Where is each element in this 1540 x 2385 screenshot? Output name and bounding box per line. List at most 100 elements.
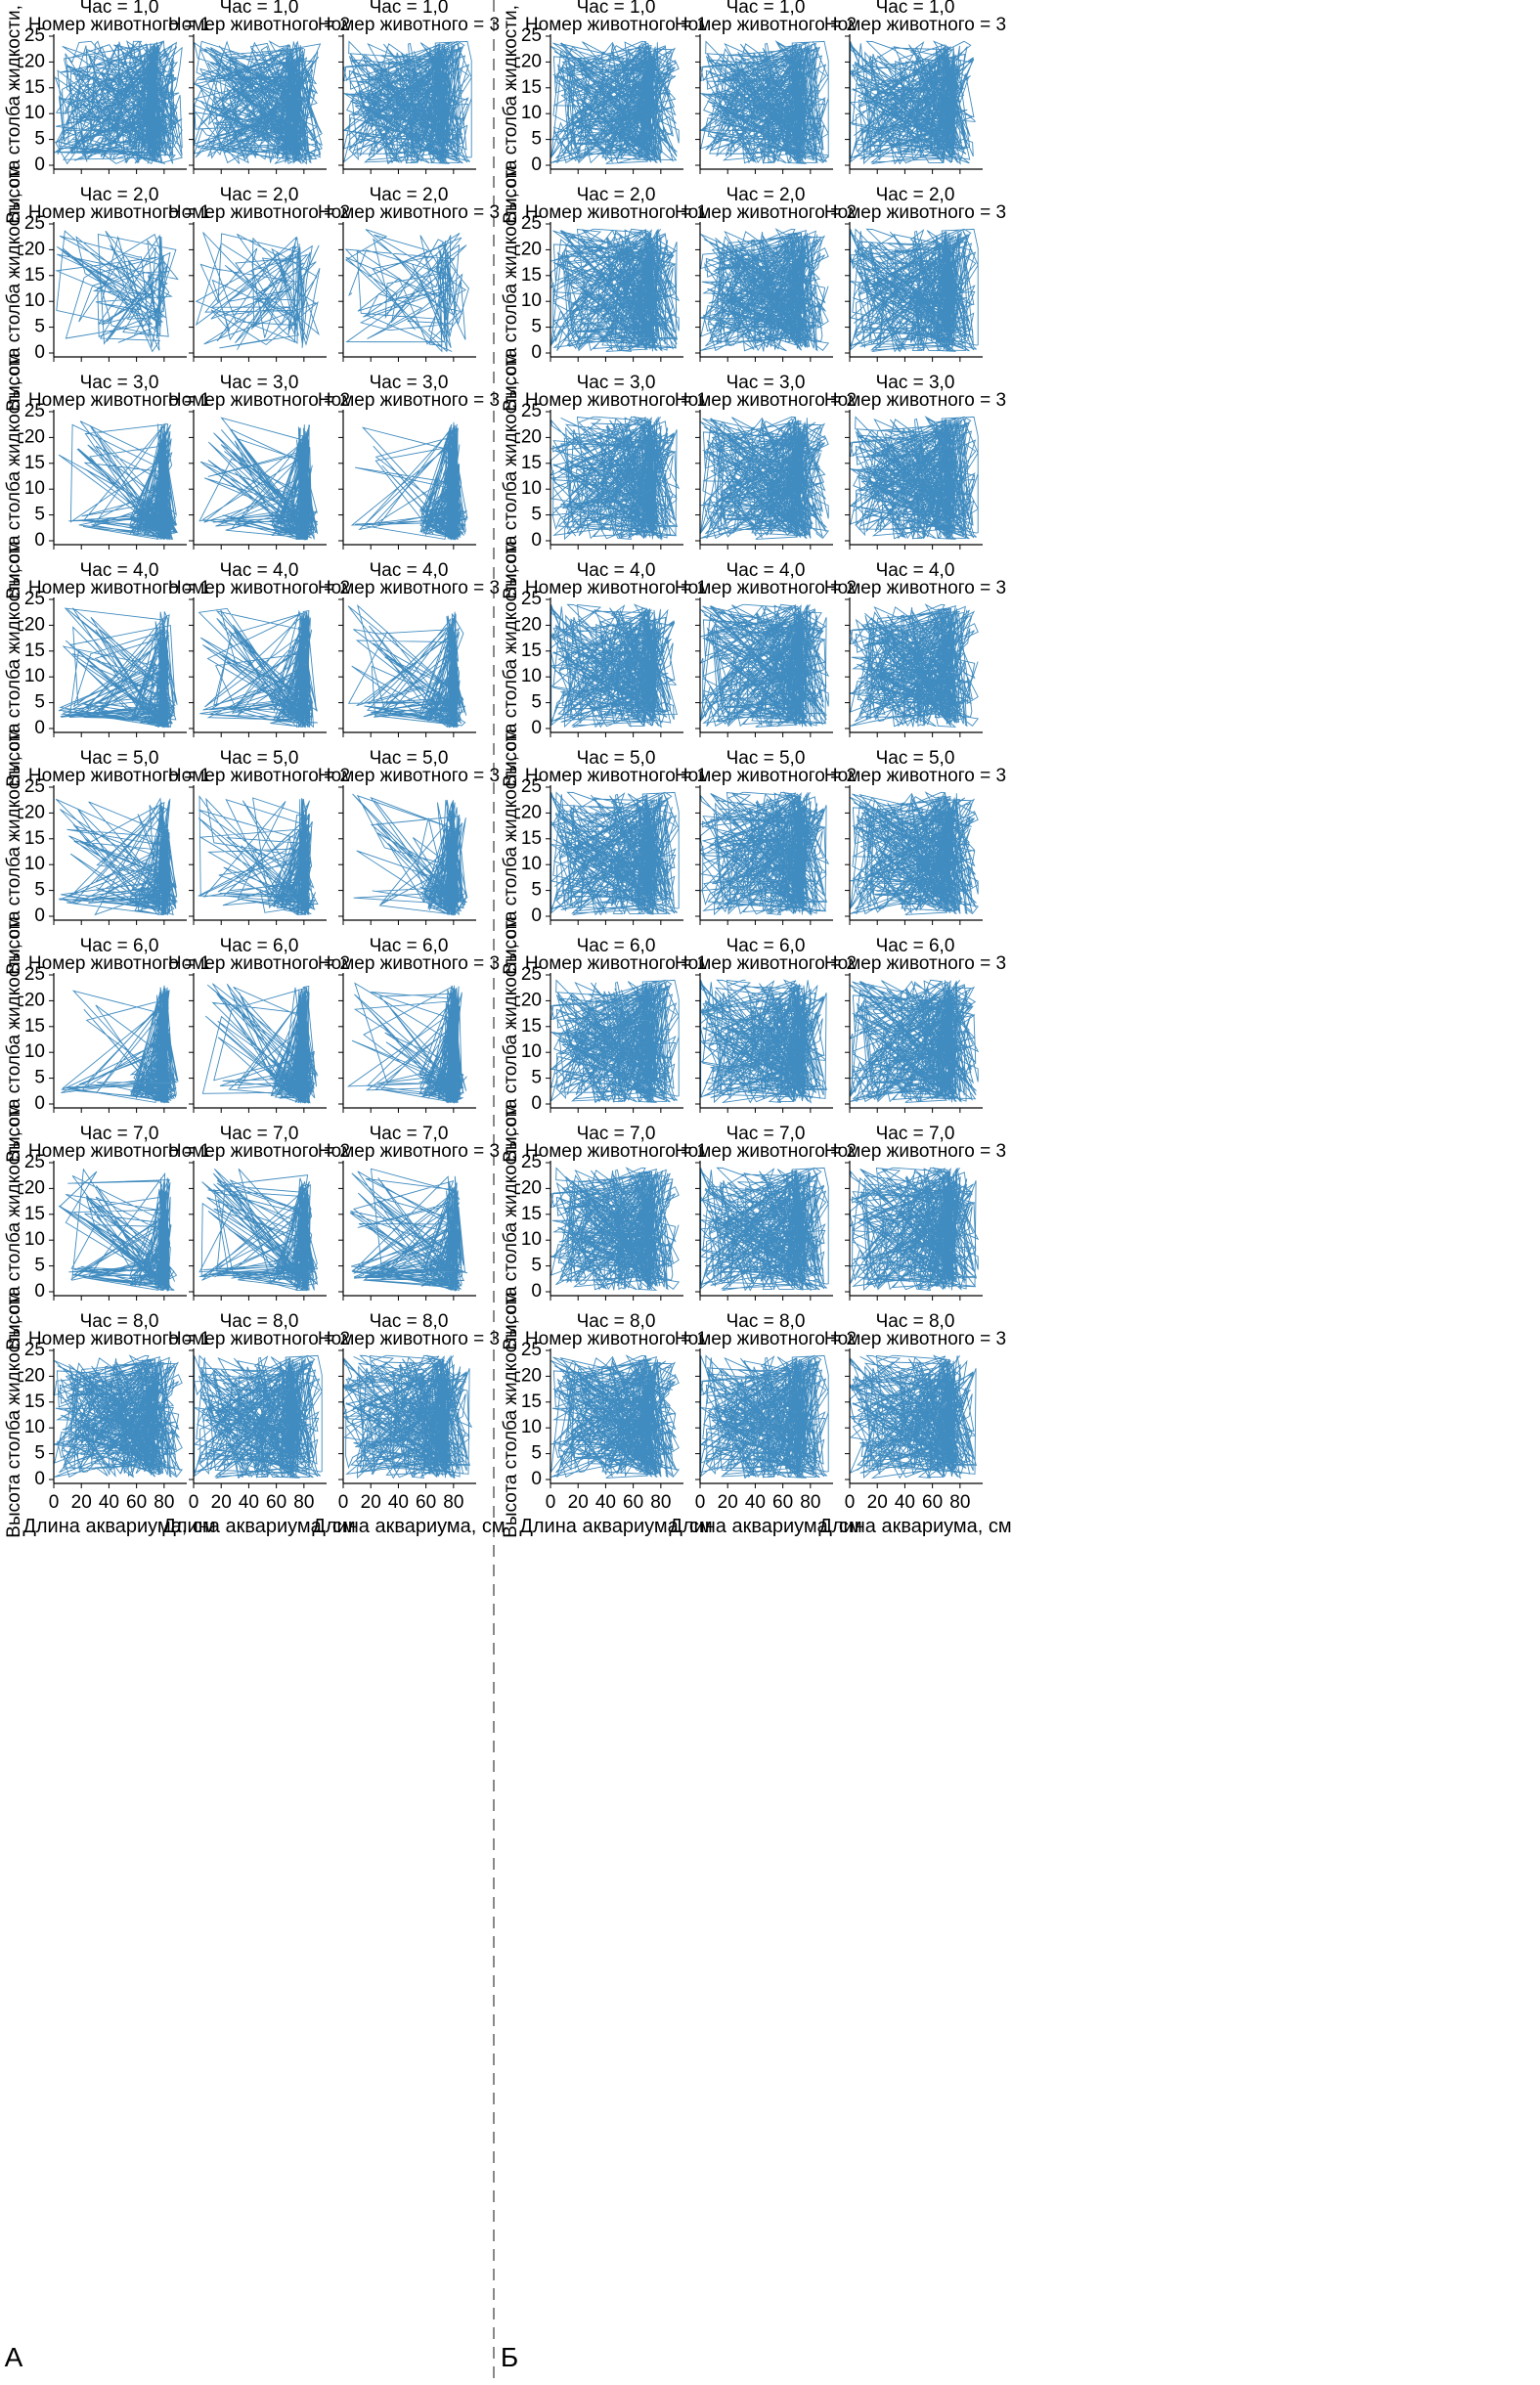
y-tick-label: 10 bbox=[521, 1417, 542, 1437]
subplot-animal-title: Номер животного = 1 bbox=[525, 390, 707, 411]
y-tick-label: 5 bbox=[34, 505, 45, 525]
subplot-animal-title: Номер животного = 3 bbox=[824, 202, 1006, 223]
subplot-hour-title: Час = 2,0 bbox=[220, 185, 299, 205]
x-tick-label: 0 bbox=[189, 1492, 199, 1513]
y-tick-label: 15 bbox=[521, 77, 542, 98]
x-tick-label: 0 bbox=[338, 1492, 349, 1513]
trajectory-line bbox=[201, 983, 319, 1104]
subplot-animal-title: Номер животного = 2 bbox=[168, 953, 350, 974]
y-tick-label: 25 bbox=[24, 1340, 45, 1360]
y-tick-label: 10 bbox=[521, 478, 542, 499]
subplot-hour-title: Час = 8,0 bbox=[876, 1311, 955, 1332]
y-tick-label: 25 bbox=[521, 776, 542, 797]
y-tick-label: 20 bbox=[24, 614, 45, 635]
subplot-hour-title: Час = 5,0 bbox=[370, 748, 449, 769]
subplot-hour-title: Час = 1,0 bbox=[370, 0, 449, 18]
x-tick-label: 80 bbox=[949, 1492, 970, 1513]
y-tick-label: 5 bbox=[34, 880, 45, 901]
trajectory-line bbox=[55, 797, 178, 916]
trajectory-line bbox=[550, 791, 680, 916]
y-tick-label: 5 bbox=[531, 317, 542, 337]
y-tick-label: 15 bbox=[521, 453, 542, 473]
y-tick-label: 0 bbox=[34, 1093, 45, 1114]
subplot-animal-title: Номер животного = 2 bbox=[168, 1141, 350, 1162]
trajectory-line bbox=[700, 791, 830, 916]
subplot-animal-title: Номер животного = 2 bbox=[168, 15, 350, 35]
x-tick-label: 20 bbox=[867, 1492, 888, 1513]
x-tick-label: 0 bbox=[845, 1492, 856, 1513]
x-tick-label: 80 bbox=[800, 1492, 820, 1513]
y-tick-label: 5 bbox=[34, 317, 45, 337]
trajectory-line bbox=[198, 417, 319, 541]
trajectory-line bbox=[700, 228, 830, 352]
trajectory-line bbox=[700, 416, 830, 540]
trajectory-line bbox=[850, 40, 976, 165]
trajectory-line bbox=[850, 1354, 977, 1480]
y-tick-label: 25 bbox=[24, 25, 45, 46]
subplot-animal-title: Номер животного = 3 bbox=[318, 1141, 500, 1162]
subplot-animal-title: Номер животного = 3 bbox=[318, 202, 500, 223]
y-tick-label: 5 bbox=[531, 129, 542, 150]
y-axis-label: Высота столба жидкости, см bbox=[501, 916, 521, 1162]
y-tick-label: 25 bbox=[521, 213, 542, 234]
trajectory-line bbox=[346, 982, 467, 1105]
y-tick-label: 25 bbox=[521, 1152, 542, 1172]
subplot-animal-title: Номер животного = 2 bbox=[168, 578, 350, 598]
subplot-hour-title: Час = 8,0 bbox=[370, 1311, 449, 1332]
trajectory-line bbox=[54, 1354, 184, 1479]
y-axis-label: Высота столба жидкости, см bbox=[501, 729, 521, 974]
trajectory-line bbox=[700, 40, 830, 164]
y-tick-label: 15 bbox=[24, 828, 45, 849]
trajectory-line bbox=[550, 40, 680, 164]
x-axis-label: Длина аквариума, см bbox=[669, 1516, 861, 1537]
subplot-hour-title: Час = 7,0 bbox=[577, 1124, 656, 1144]
subplot-animal-title: Номер животного = 1 bbox=[28, 1141, 210, 1162]
y-axis-label: Высота столба жидкости, см bbox=[501, 165, 521, 411]
y-tick-label: 5 bbox=[531, 505, 542, 525]
subplot-hour-title: Час = 5,0 bbox=[577, 748, 656, 769]
y-axis-label: Высота столба жидкости, см bbox=[4, 0, 24, 224]
x-tick-label: 40 bbox=[595, 1492, 616, 1513]
y-tick-label: 0 bbox=[34, 342, 45, 363]
y-tick-label: 15 bbox=[24, 265, 45, 286]
subplot-animal-title: Номер животного = 1 bbox=[525, 953, 707, 974]
trajectory-line bbox=[550, 603, 678, 729]
subplot-hour-title: Час = 3,0 bbox=[220, 373, 299, 393]
y-tick-label: 10 bbox=[521, 290, 542, 311]
y-tick-label: 5 bbox=[34, 1443, 45, 1464]
subplot-hour-title: Час = 5,0 bbox=[80, 748, 159, 769]
subplot-hour-title: Час = 4,0 bbox=[370, 560, 449, 581]
y-tick-label: 20 bbox=[521, 239, 542, 259]
x-tick-label: 40 bbox=[388, 1492, 409, 1513]
subplot-hour-title: Час = 6,0 bbox=[220, 936, 299, 956]
subplot-hour-title: Час = 1,0 bbox=[220, 0, 299, 18]
trajectory-line bbox=[198, 607, 318, 729]
subplot-hour-title: Час = 8,0 bbox=[220, 1311, 299, 1332]
x-axis-label: Длина аквариума, см bbox=[312, 1516, 505, 1537]
trajectory-line bbox=[343, 40, 472, 165]
y-tick-label: 10 bbox=[521, 854, 542, 874]
y-tick-label: 5 bbox=[531, 1068, 542, 1088]
y-axis-label: Высота столба жидкости, см bbox=[501, 353, 521, 598]
x-tick-label: 80 bbox=[443, 1492, 463, 1513]
trajectory-line bbox=[850, 416, 979, 540]
y-tick-label: 5 bbox=[531, 1443, 542, 1464]
subplot-hour-title: Час = 4,0 bbox=[220, 560, 299, 581]
